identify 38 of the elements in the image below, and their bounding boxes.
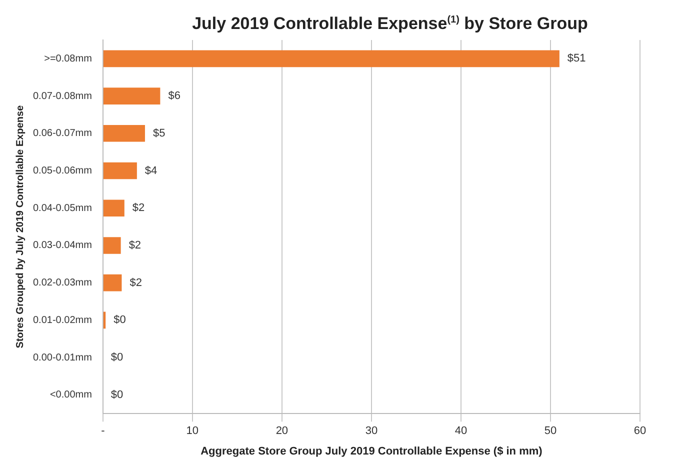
- y-tick-label: 0.06-0.07mm: [32, 128, 92, 140]
- y-tick-label: 0.05-0.06mm: [32, 166, 92, 177]
- bar: [103, 124, 145, 142]
- y-tick-label: >=0.08mm: [44, 53, 92, 64]
- y-tick-label: 0.00-0.01mm: [32, 352, 92, 364]
- data-label: $0: [114, 314, 126, 326]
- bar: [103, 237, 121, 254]
- x-tick-label: 10: [186, 425, 199, 438]
- y-tick-label: 0.02-0.03mm: [32, 278, 92, 289]
- y-tick-label: <0.00mm: [50, 390, 92, 401]
- x-tick-label: 40: [454, 425, 468, 438]
- bar: [103, 312, 106, 329]
- bar: [103, 274, 122, 292]
- data-label: $6: [168, 90, 180, 102]
- data-label: $0: [110, 388, 124, 401]
- bar: [103, 50, 560, 68]
- x-tick-label: 30: [365, 425, 378, 438]
- x-axis-title: Aggregate Store Group July 2019 Controllable Expense ($ in mm): [200, 445, 543, 458]
- y-axis-title: Stores Grouped by July 2019 Controllable Expense: [14, 104, 26, 348]
- bar: [103, 88, 160, 104]
- y-tick-label: 0.01-0.02mm: [32, 314, 92, 326]
- y-tick-label: 0.03-0.04mm: [32, 240, 92, 252]
- data-label: $2: [132, 202, 145, 214]
- data-label: $51: [567, 52, 586, 65]
- data-label: $0: [110, 352, 124, 364]
- bar: [103, 200, 124, 217]
- y-tick-label: 0.07-0.08mm: [32, 90, 92, 102]
- x-tick-label: -: [101, 425, 106, 438]
- chart-title: July 2019 Controllable Expense$^{(1)}$ by Store Group: [191, 14, 589, 34]
- data-label: $2: [128, 240, 142, 252]
- bar: [103, 162, 137, 180]
- x-tick-label: 60: [634, 425, 646, 438]
- y-tick-label: 0.04-0.05mm: [32, 202, 92, 214]
- data-label: $4: [144, 164, 158, 177]
- data-label: $5: [152, 127, 166, 140]
- x-tick-label: 20: [276, 425, 288, 438]
- x-tick-label: 50: [544, 425, 557, 438]
- data-label: $2: [130, 276, 142, 289]
